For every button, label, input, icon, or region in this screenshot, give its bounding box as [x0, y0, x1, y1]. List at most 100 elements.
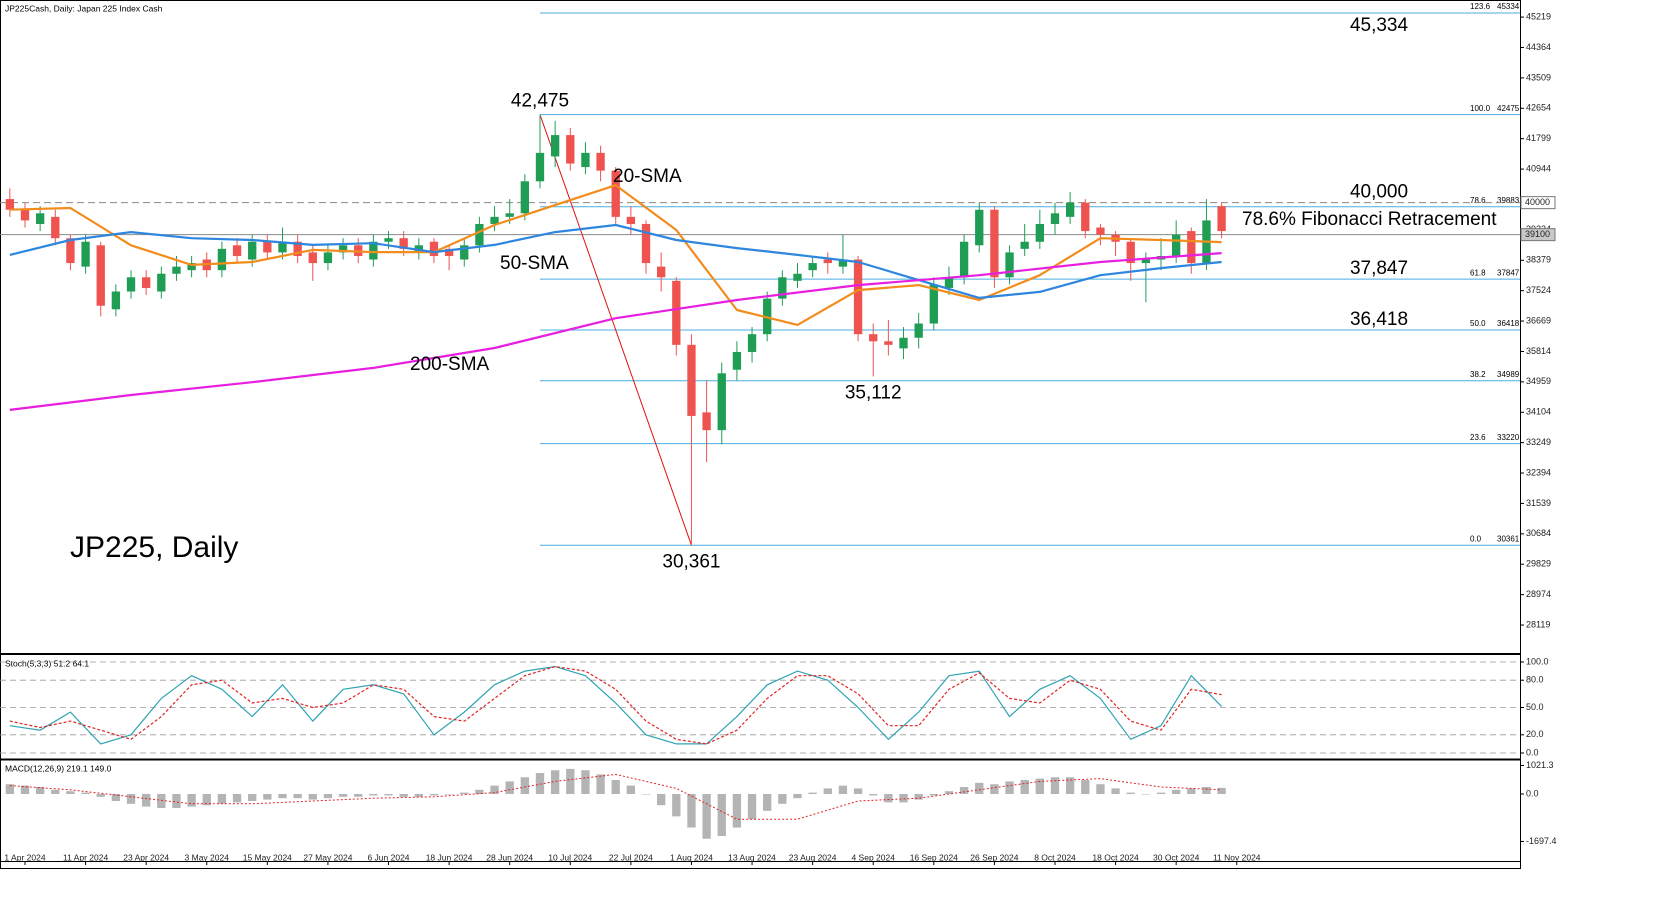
candle-body	[611, 170, 620, 217]
candle-body	[323, 252, 333, 264]
candle-body	[1171, 234, 1181, 256]
candle-body	[1065, 202, 1075, 217]
x-tick-label: 18 Oct 2024	[1092, 852, 1139, 862]
candle-body	[702, 412, 711, 431]
fib-price: 37847	[1497, 268, 1520, 277]
candle-body	[853, 259, 863, 335]
x-tick-label: 23 Apr 2024	[123, 852, 169, 862]
macd-bar	[914, 794, 923, 800]
candle-body	[369, 241, 378, 260]
macd-bar	[1126, 792, 1135, 795]
macd-bar	[172, 794, 181, 808]
macd-bar	[1005, 781, 1014, 795]
macd-bar	[838, 785, 848, 795]
macd-bar	[399, 794, 408, 797]
price-box	[1520, 228, 1556, 242]
macd-bar	[414, 794, 423, 797]
fib-ratio: 0.0	[1470, 534, 1482, 543]
macd-bar	[884, 794, 893, 803]
x-tick-label: 8 Oct 2024	[1034, 852, 1076, 862]
candle-body	[5, 199, 15, 210]
y-tick-label: 30684	[1526, 528, 1551, 538]
macd-bar	[475, 789, 484, 795]
candle-body	[1126, 241, 1135, 264]
macd-bar	[35, 787, 45, 795]
macd-bar	[687, 794, 696, 828]
candle-body	[747, 334, 757, 352]
fib-price: 36418	[1497, 319, 1520, 328]
macd-bar	[1050, 777, 1060, 795]
macd-bar	[187, 794, 196, 807]
macd-bar	[384, 794, 393, 796]
candle-body	[990, 209, 999, 278]
macd-bar	[566, 768, 575, 795]
y-tick-label: 35814	[1526, 346, 1551, 356]
fib-price: 34989	[1497, 370, 1520, 379]
macd-bar	[278, 794, 287, 799]
candle-body	[884, 341, 893, 345]
x-tick-label: 26 Sep 2024	[970, 852, 1018, 862]
candle-body	[187, 263, 196, 271]
candle-body	[581, 152, 590, 168]
y-tick-label: 28974	[1526, 589, 1551, 599]
macd-bar	[5, 784, 15, 795]
candle-body	[66, 238, 75, 264]
macd-bar	[929, 794, 938, 796]
candle-body	[838, 259, 848, 267]
y-tick-label: 34959	[1526, 376, 1551, 386]
macd-bar	[20, 785, 30, 795]
fib-ratio: 61.8	[1470, 268, 1486, 277]
y-tick-label: 44364	[1526, 42, 1551, 52]
candle-body	[1035, 223, 1045, 242]
y-tick-label: 33249	[1526, 437, 1551, 447]
macd-bar	[853, 788, 863, 795]
sma-line	[9, 223, 1222, 299]
macd-bar	[808, 792, 817, 795]
candle-body	[672, 280, 681, 345]
candle-body	[51, 216, 60, 239]
candle-body	[263, 241, 272, 253]
sma-line	[9, 252, 1222, 411]
x-tick-label: 15 May 2024	[243, 852, 292, 862]
x-tick-label: 11 Apr 2024	[63, 852, 108, 862]
macd-bar	[732, 794, 742, 828]
candle-body	[793, 273, 802, 281]
macd-bar	[51, 789, 60, 795]
chart-title: JP225Cash, Daily: Japan 225 Index Cash	[5, 3, 163, 13]
fib-ratio: 38.2	[1470, 370, 1486, 379]
candle-body	[596, 152, 605, 171]
candle-body	[1217, 206, 1226, 232]
candle-body	[126, 277, 136, 292]
macd-bar	[96, 794, 105, 797]
macd-bar	[293, 794, 302, 799]
candle-body	[172, 266, 181, 274]
point-label: 35,112	[845, 382, 902, 403]
candle-body	[975, 209, 984, 246]
candle-body	[717, 373, 726, 431]
fib-price: 33220	[1497, 433, 1520, 442]
macd-bar	[369, 794, 378, 796]
macd-bar	[126, 794, 136, 804]
candle-body	[535, 152, 545, 182]
macd-bar	[611, 780, 620, 795]
macd-bar	[1111, 788, 1120, 795]
candle-body	[1050, 213, 1060, 224]
y-tick-label: 43509	[1526, 72, 1551, 82]
x-tick-label: 11 Nov 2024	[1213, 852, 1261, 862]
y-tick-label: 20.0	[1526, 729, 1544, 739]
pane-title: Stoch(5,3,3) 51.2 64.1	[5, 658, 89, 668]
x-tick-label: 23 Aug 2024	[789, 852, 837, 862]
macd-bar	[793, 794, 802, 799]
fib-ratio: 100.0	[1470, 104, 1491, 113]
macd-bar	[641, 794, 651, 795]
x-tick-label: 13 Aug 2024	[728, 852, 776, 862]
y-tick-label: 80.0	[1526, 675, 1544, 685]
candle-body	[1141, 259, 1151, 264]
candle-body	[232, 245, 242, 256]
candle-body	[626, 216, 636, 224]
candle-body	[384, 238, 393, 242]
macd-bar	[354, 794, 363, 797]
y-tick-label: 1021.3	[1526, 760, 1554, 770]
